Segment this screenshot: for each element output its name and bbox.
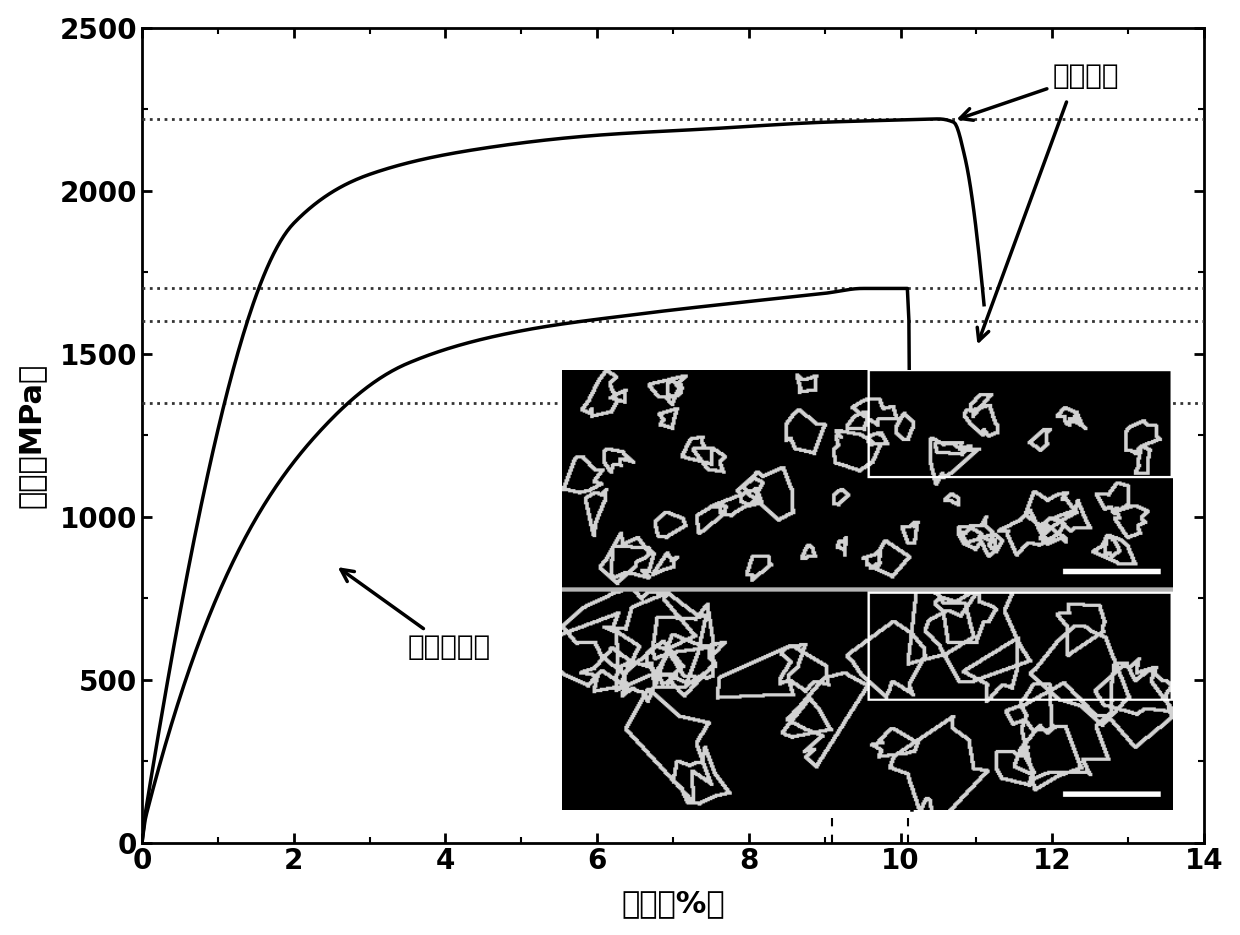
Text: 未形变合金: 未形变合金	[341, 569, 491, 661]
Y-axis label: 应力（MPa）: 应力（MPa）	[16, 363, 46, 508]
Text: 形变合金: 形变合金	[960, 62, 1118, 121]
X-axis label: 应变（%）: 应变（%）	[621, 889, 725, 918]
